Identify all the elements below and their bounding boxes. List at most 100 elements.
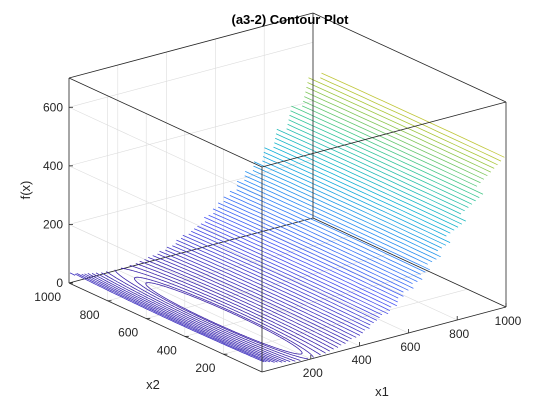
- contour-line: [286, 128, 465, 212]
- contour-line: [321, 72, 505, 158]
- contour-line: [287, 123, 469, 208]
- contour-line: [76, 272, 267, 363]
- contour-line: [229, 190, 423, 280]
- contour-line: [133, 276, 314, 360]
- contour-line: [305, 91, 488, 177]
- box-edge: [68, 12, 314, 79]
- contour-line: [217, 202, 409, 291]
- z-tick-label: 400: [43, 159, 63, 173]
- x-tick-label: 1000: [495, 314, 522, 328]
- y-tick-label: 600: [118, 326, 138, 340]
- contour-line: [74, 273, 265, 363]
- chart-title: (a3-2) Contour Plot: [232, 12, 350, 27]
- z-tick-label: 200: [43, 217, 63, 231]
- contour-line: [175, 243, 366, 331]
- grid-line: [215, 243, 409, 334]
- contour-line: [166, 246, 361, 336]
- box-edge: [312, 217, 507, 308]
- contour-line: [289, 114, 476, 202]
- contour-line: [274, 142, 459, 228]
- contour-line: [212, 208, 404, 297]
- contour-line: [200, 223, 390, 311]
- contour-line: [245, 171, 437, 260]
- contour-line: [144, 259, 339, 348]
- z-tick-label: 600: [43, 100, 63, 114]
- contour-line: [263, 151, 447, 237]
- contour-line: [204, 221, 392, 308]
- grid-line: [264, 230, 458, 321]
- contour-line: [262, 156, 451, 243]
- contour-line: [208, 214, 398, 303]
- contour-line: [276, 128, 462, 215]
- box-edge: [68, 282, 263, 373]
- contour-line: [301, 105, 478, 187]
- contour-line: [253, 161, 443, 249]
- contour-line: [188, 233, 378, 321]
- y-axis-label: x2: [146, 377, 160, 392]
- grid-line: [117, 269, 311, 360]
- contour-line: [69, 272, 76, 276]
- contour-lines: [69, 72, 505, 363]
- x-tick-label: 600: [400, 340, 420, 354]
- y-tick-label: 200: [195, 361, 215, 375]
- contour-line: [304, 96, 485, 180]
- grid-line: [68, 159, 314, 225]
- contour-line: [193, 228, 383, 316]
- contour-line: [303, 100, 481, 184]
- contour-line: [165, 249, 357, 338]
- contour-line: [148, 256, 342, 346]
- contour-line: [182, 234, 374, 324]
- box-edge: [68, 77, 263, 168]
- axes-back-box: [68, 12, 314, 373]
- z-tick-label: 0: [56, 276, 63, 290]
- grid-line: [146, 253, 391, 319]
- contour-line: [204, 216, 398, 307]
- contour-line: [236, 180, 430, 271]
- grid-line: [68, 100, 314, 167]
- contour-line: [306, 86, 491, 173]
- contour-line: [81, 273, 271, 363]
- grid-line: [68, 41, 314, 108]
- contour-line: [152, 255, 346, 344]
- y-tick-label: 800: [80, 308, 100, 322]
- contour-line: [91, 273, 283, 363]
- grid-layer: [68, 13, 507, 373]
- tick-labels: 2004006008001000200400600800100002004006…: [34, 100, 521, 380]
- contour-line: [262, 160, 447, 246]
- contour-line: [223, 196, 413, 285]
- contour-line: [308, 77, 498, 166]
- contour-line: [236, 189, 421, 275]
- box-edge: [261, 306, 507, 373]
- contour-line: [129, 264, 326, 354]
- contour-line: [172, 245, 363, 334]
- axes-front-box: [261, 12, 507, 373]
- contour-line: [157, 253, 349, 342]
- contour-line: [191, 230, 380, 319]
- contour-line: [290, 110, 480, 198]
- contour-line: [229, 195, 418, 282]
- grid-line: [184, 271, 429, 337]
- contour-line: [180, 237, 371, 326]
- contour-line: [159, 250, 352, 340]
- contour-line: [213, 212, 399, 299]
- contour-line: [145, 282, 303, 355]
- box-edge: [312, 12, 507, 103]
- box-edge: [261, 101, 507, 168]
- contour-line: [275, 137, 463, 225]
- contour-line: [135, 263, 330, 352]
- contour-line: [197, 225, 389, 315]
- contour-line: [275, 133, 466, 222]
- contour-line: [273, 146, 455, 231]
- contour-line: [84, 273, 275, 363]
- z-axis-label: f(x): [18, 181, 33, 200]
- contour-line: [320, 77, 502, 162]
- x-tick-label: 800: [449, 327, 469, 341]
- contour-line: [307, 82, 495, 169]
- contour-line: [236, 185, 426, 273]
- contour-line: [139, 260, 334, 350]
- x-tick-label: 200: [303, 366, 323, 380]
- contour-line: [244, 175, 433, 263]
- contour-line: [288, 119, 473, 205]
- contour-line: [253, 165, 438, 252]
- x-axis-label: x1: [375, 384, 389, 399]
